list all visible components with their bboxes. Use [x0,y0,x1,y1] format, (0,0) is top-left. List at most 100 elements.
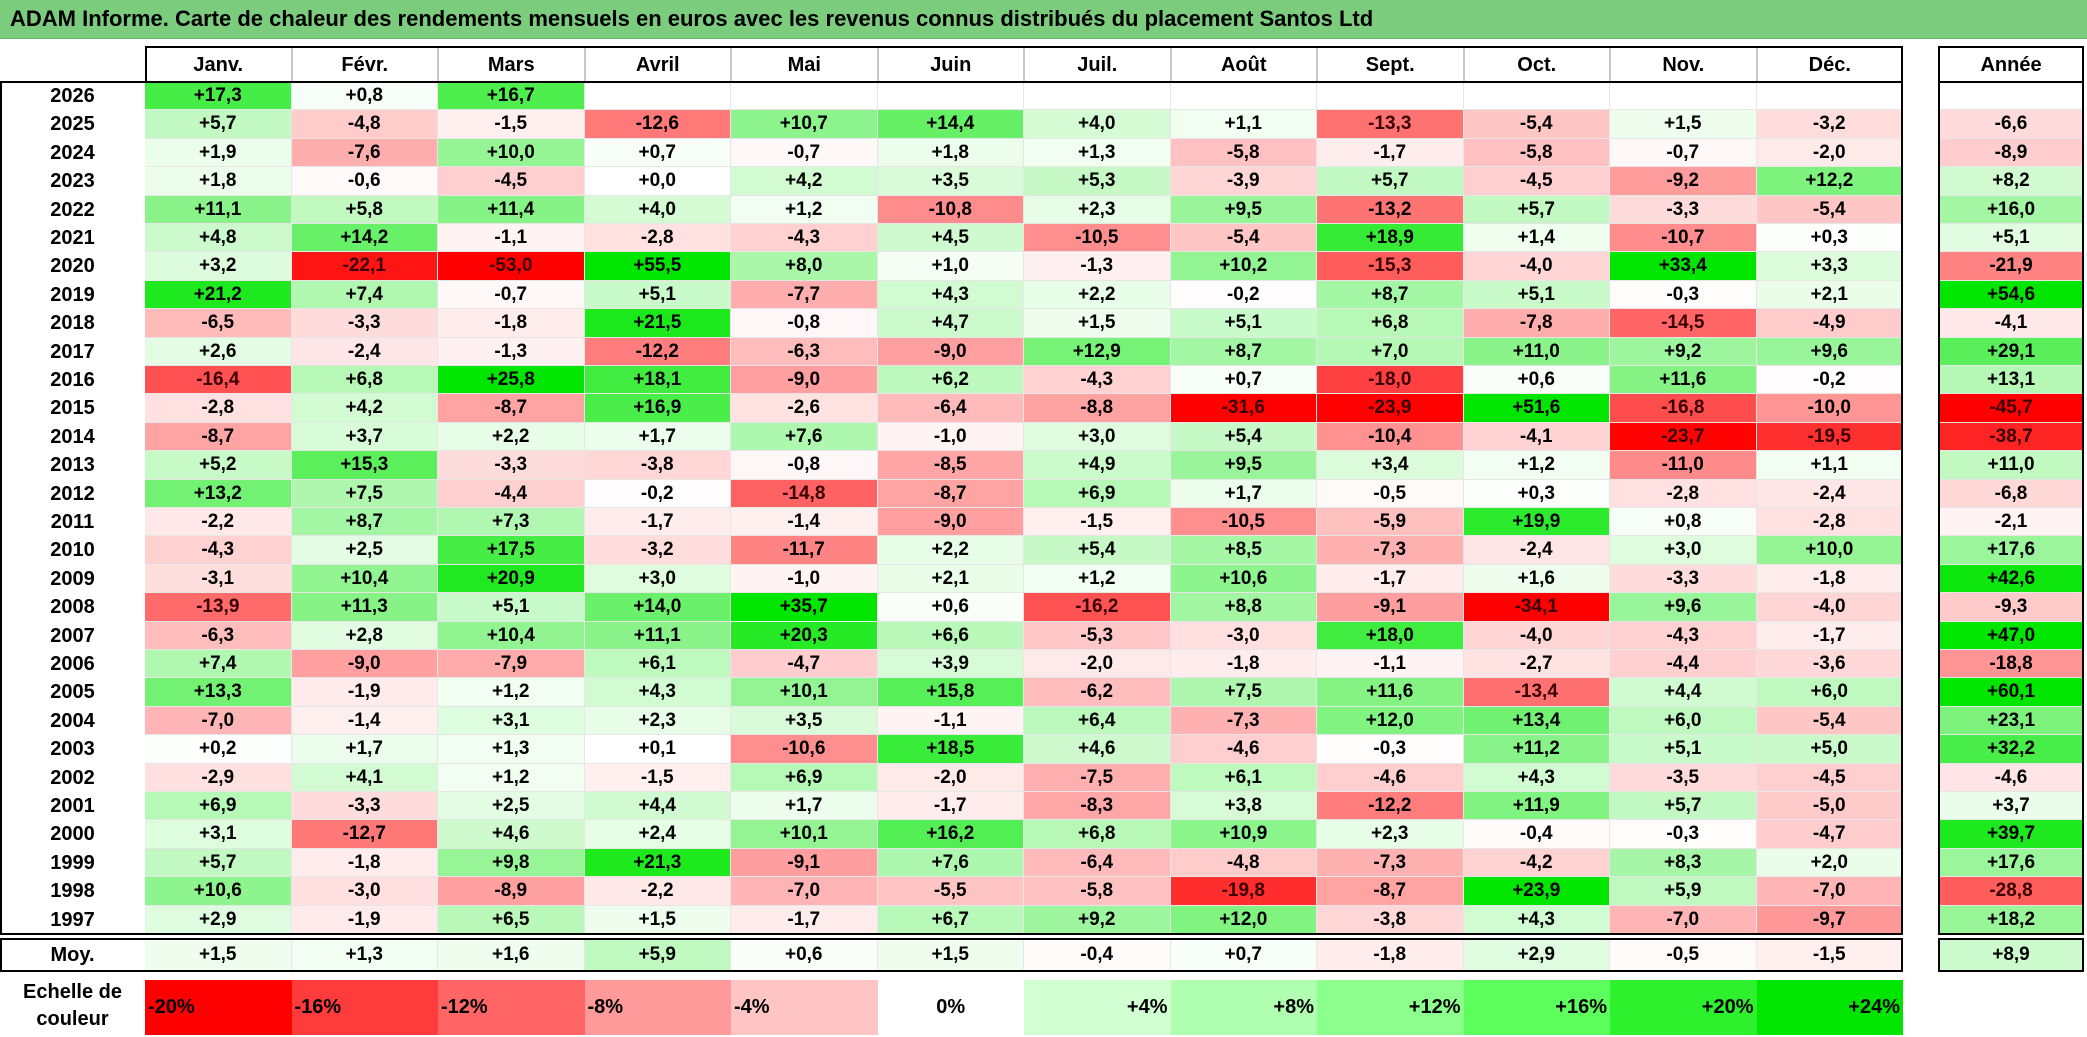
month-header: Mars [438,47,585,82]
heatmap-cell: +0,2 [145,735,292,764]
heatmap-cell: +21,2 [145,280,292,310]
heatmap-cell: -4,3 [1024,366,1171,395]
heatmap-cell: +7,5 [291,479,438,508]
heatmap-cell: +5,4 [1170,422,1317,452]
heatmap-cell: +3,5 [731,706,878,736]
heatmap-cell: +6,1 [1170,763,1317,792]
heatmap-cell: -0,2 [584,479,731,508]
heatmap-cell [877,82,1024,111]
heatmap-cell: +5,3 [1024,167,1171,196]
heatmap-cell: +1,8 [145,167,292,196]
heatmap-cell: +18,1 [584,366,731,395]
heatmap-cell: +2,1 [877,564,1024,594]
heatmap-cell: -9,0 [877,337,1024,366]
heatmap-cell: +5,7 [1463,195,1610,224]
heatmap-cell: +4,6 [1024,735,1171,764]
heatmap-cell [1170,82,1317,111]
scale-label: Echelle de couleur [23,981,122,1030]
heatmap-cell: -9,7 [1756,905,1903,934]
year-label: 2004 [0,706,145,736]
heatmap-cell: +0,1 [584,735,731,764]
heatmap-cell: +18,0 [1317,621,1464,650]
heatmap-cell [584,82,731,111]
heatmap-cell: -1,1 [1317,650,1464,679]
heatmap-cell: +11,1 [584,621,731,650]
heatmap-cell: +4,9 [1024,451,1171,480]
scale-step: +20% [1610,980,1757,1035]
heatmap-cell: +2,5 [438,792,585,821]
heatmap-cell: +2,6 [145,337,292,366]
annual-cell: -6,8 [1938,479,2084,508]
month-header: Juin [877,47,1024,82]
heatmap-cell: -7,3 [1317,848,1464,878]
heatmap-cell: -19,5 [1756,422,1903,452]
heatmap-cell: -4,0 [1463,252,1610,281]
month-header: Juil. [1024,47,1171,82]
heatmap-cell: -1,9 [291,905,438,934]
heatmap-cell: -7,7 [731,280,878,310]
heatmap-cell: -1,8 [1756,564,1903,594]
heatmap-cell: -13,4 [1463,678,1610,707]
heatmap-cell: +4,3 [1463,905,1610,934]
heatmap-cell: +19,9 [1463,508,1610,537]
scale-step: +12% [1317,980,1464,1035]
heatmap-cell: -3,3 [1610,195,1757,224]
annual-cell: +13,1 [1938,366,2084,395]
heatmap-cell: +1,1 [1756,451,1903,480]
heatmap-cell: -4,5 [1756,763,1903,792]
heatmap-cell: +10,9 [1170,820,1317,849]
heatmap-cell: +2,9 [145,905,292,934]
heatmap-cell: -7,0 [145,706,292,736]
heatmap-cell: +5,4 [1024,536,1171,565]
heatmap-cell: -0,3 [1610,280,1757,310]
heatmap-cell: +2,3 [1317,820,1464,849]
heatmap-cell: +10,6 [1170,564,1317,594]
heatmap-cell: +10,6 [145,877,292,906]
heatmap-cell: -2,8 [584,224,731,253]
heatmap-cell: -4,4 [1610,650,1757,679]
annual-cell: -21,9 [1938,252,2084,281]
heatmap-cell: -11,0 [1610,451,1757,480]
heatmap-cell: -0,7 [731,138,878,168]
heatmap-cell: +6,9 [1024,479,1171,508]
heatmap-cell: +6,6 [877,621,1024,650]
scale-step: -8% [584,980,731,1035]
heatmap-cell: -5,5 [877,877,1024,906]
heatmap-cell: +51,6 [1463,394,1610,423]
heatmap-cell: -0,8 [731,309,878,338]
average-cell: -1,8 [1317,939,1464,971]
heatmap-cell: -18,0 [1317,366,1464,395]
heatmap-cell: +5,0 [1756,735,1903,764]
heatmap-cell: -0,4 [1463,820,1610,849]
heatmap-cell: -5,4 [1463,110,1610,139]
year-label: 2003 [0,735,145,764]
heatmap-cell: +14,0 [584,593,731,622]
heatmap-cell: -0,3 [1317,735,1464,764]
heatmap-cell: +6,2 [877,366,1024,395]
heatmap-cell: +8,5 [1170,536,1317,565]
heatmap-cell: +23,9 [1463,877,1610,906]
heatmap-cell: +1,5 [584,905,731,934]
year-label: 2021 [0,224,145,253]
heatmap-cell: +9,5 [1170,451,1317,480]
heatmap-cell: +0,7 [1170,366,1317,395]
heatmap-cell: +1,2 [438,678,585,707]
heatmap-cell: -8,5 [877,451,1024,480]
heatmap-cell: +4,2 [291,394,438,423]
heatmap-cell: +0,6 [877,593,1024,622]
annual-cell: +17,6 [1938,536,2084,565]
heatmap-cell: +10,1 [731,820,878,849]
heatmap-cell: +10,7 [731,110,878,139]
year-label: 1997 [0,905,145,934]
heatmap-cell: -6,4 [1024,848,1171,878]
heatmap-cell: -4,6 [1170,735,1317,764]
heatmap-cell: -4,1 [1463,422,1610,452]
year-label: 2015 [0,394,145,423]
heatmap-cell: +1,2 [731,195,878,224]
month-header: Févr. [291,47,438,82]
annual-cell: +39,7 [1938,820,2084,849]
heatmap-cell: -8,8 [1024,394,1171,423]
heatmap-cell: -9,0 [877,508,1024,537]
heatmap-cell: -1,1 [438,224,585,253]
heatmap-cell: -12,2 [584,337,731,366]
